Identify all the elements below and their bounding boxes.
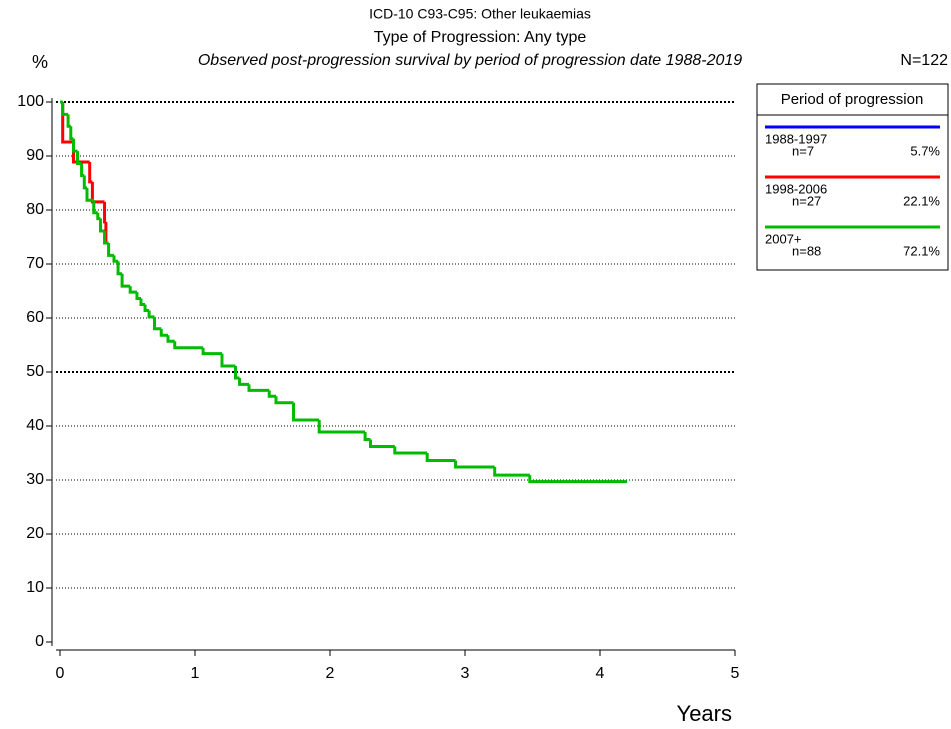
x-tick-label: 2: [326, 665, 335, 682]
legend-count: n=88: [792, 243, 821, 258]
survival-step: [454, 460, 495, 469]
x-axis-label: Years: [677, 701, 732, 726]
y-tick-label: 80: [26, 201, 44, 218]
y-tick-label: 10: [26, 579, 44, 596]
legend-share: 5.7%: [910, 143, 940, 158]
survival-step: [96, 212, 101, 221]
survival-step: [292, 402, 320, 422]
survival-step: [69, 126, 74, 141]
x-tick-label: 3: [461, 665, 470, 682]
survival-step: [425, 453, 456, 463]
legend-share: 22.1%: [903, 193, 940, 208]
legend-share: 72.1%: [903, 243, 940, 258]
survival-step: [220, 353, 236, 368]
chart-description: Observed post-progression survival by pe…: [198, 52, 742, 69]
chart-subtitle: Type of Progression: Any type: [374, 29, 587, 46]
survival-step: [166, 335, 175, 343]
legend-title: Period of progression: [781, 91, 924, 108]
y-tick-label: 30: [26, 471, 44, 488]
legend-name: 1998-2006: [765, 181, 827, 196]
survival-step: [135, 292, 141, 301]
y-tick-label: 60: [26, 309, 44, 326]
y-tick-label: 50: [26, 363, 44, 380]
legend-count: n=7: [792, 143, 814, 158]
legend-name: 2007+: [765, 231, 802, 246]
survival-step: [528, 475, 627, 484]
x-tick-label: 4: [596, 665, 605, 682]
survival-step: [147, 310, 155, 319]
survival-step: [159, 328, 168, 337]
survival-step: [317, 420, 366, 434]
survival-step: [88, 161, 93, 184]
survival-step: [72, 138, 78, 153]
y-axis-label: %: [32, 52, 48, 72]
survival-step: [116, 261, 123, 276]
y-tick-label: 70: [26, 255, 44, 272]
x-tick-label: 1: [191, 665, 200, 682]
legend-name: 1988-1997: [765, 131, 827, 146]
total-count: N=122: [900, 52, 948, 69]
survival-step: [61, 102, 69, 116]
survival-step: [173, 341, 204, 350]
chart-title: ICD-10 C93-C95: Other leukaemias: [369, 6, 591, 22]
survival-step: [274, 396, 294, 405]
survival-step: [363, 431, 371, 441]
legend-box: [756, 83, 949, 271]
survival-step: [201, 347, 222, 356]
survival-step: [90, 181, 105, 204]
survival-step: [139, 298, 146, 306]
survival-step: [80, 163, 85, 177]
survival-step: [112, 255, 119, 263]
y-tick-label: 40: [26, 417, 44, 434]
survival-step: [247, 384, 270, 392]
survival-step: [107, 242, 114, 257]
survival-step: [82, 175, 87, 190]
survival-step: [153, 316, 162, 331]
y-tick-label: 100: [17, 93, 44, 110]
survival-step: [143, 304, 150, 312]
survival-step: [85, 187, 94, 202]
survival-step: [66, 114, 71, 128]
survival-step: [393, 446, 428, 455]
x-tick-label: 5: [731, 665, 740, 682]
y-tick-label: 0: [35, 633, 44, 650]
survival-step: [267, 390, 276, 398]
survival-step: [103, 201, 107, 224]
survival-step: [120, 273, 131, 288]
legend-count: n=27: [792, 193, 821, 208]
y-tick-label: 20: [26, 525, 44, 542]
survival-step: [128, 286, 137, 294]
survival-step: [238, 377, 249, 386]
survival-step: [369, 439, 395, 449]
y-tick-label: 90: [26, 147, 44, 164]
x-tick-label: 0: [56, 665, 65, 682]
survival-step: [493, 467, 530, 477]
survival-step: [104, 221, 108, 244]
